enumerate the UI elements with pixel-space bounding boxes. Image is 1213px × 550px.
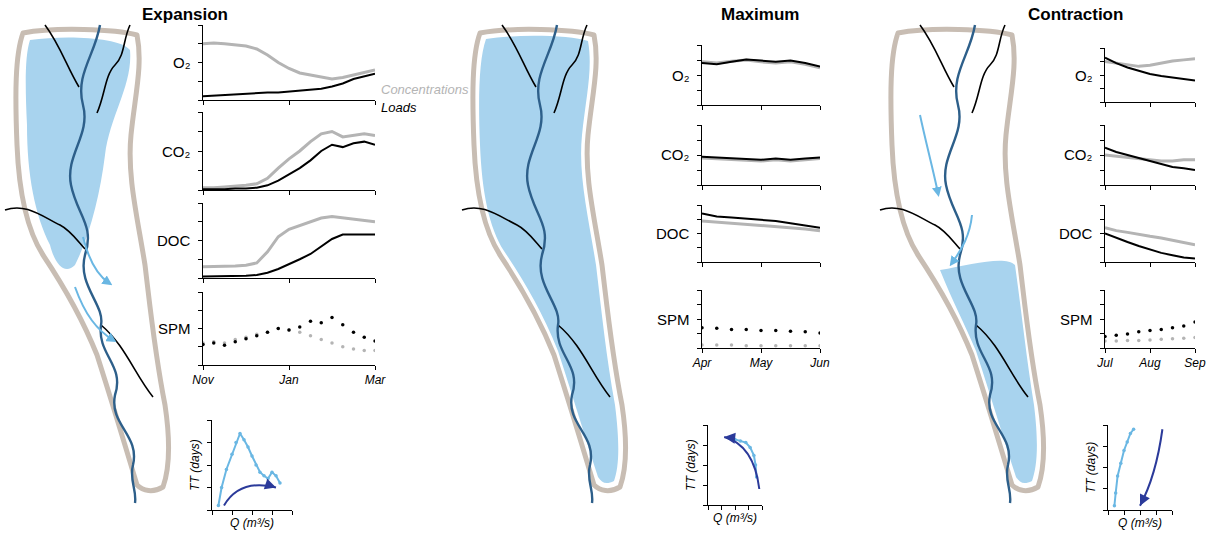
svg-text:Q (m³/s): Q (m³/s) [230,516,274,530]
svg-text:DOC: DOC [157,232,191,249]
svg-text:SPM: SPM [158,320,191,337]
svg-text:CO₂: CO₂ [162,143,191,160]
svg-text:SPM: SPM [1060,311,1093,328]
svg-text:TT (days): TT (days) [684,439,698,490]
svg-text:Jul: Jul [1096,356,1113,370]
svg-text:May: May [750,356,774,370]
svg-text:Q (m³/s): Q (m³/s) [713,511,757,525]
svg-text:Q (m³/s): Q (m³/s) [1118,516,1162,530]
svg-text:Apr: Apr [692,356,713,370]
svg-text:TT (days): TT (days) [188,439,202,490]
svg-text:O₂: O₂ [1075,67,1093,84]
svg-text:TT (days): TT (days) [1084,442,1098,493]
svg-text:DOC: DOC [656,225,690,242]
svg-text:Sep: Sep [1184,356,1206,370]
svg-text:CO₂: CO₂ [1064,146,1093,163]
svg-text:Loads: Loads [381,100,417,115]
svg-text:O₂: O₂ [672,67,690,84]
svg-text:Mar: Mar [365,373,387,387]
svg-text:O₂: O₂ [173,54,191,71]
svg-text:Aug: Aug [1138,356,1161,370]
svg-text:DOC: DOC [1059,225,1093,242]
svg-text:Maximum: Maximum [721,5,799,24]
svg-text:Jun: Jun [809,356,830,370]
svg-text:SPM: SPM [657,311,690,328]
svg-text:Nov: Nov [192,373,214,387]
svg-text:Contraction: Contraction [1028,5,1123,24]
svg-text:CO₂: CO₂ [661,146,690,163]
svg-text:Expansion: Expansion [142,5,228,24]
svg-text:Concentrations: Concentrations [381,82,469,97]
svg-text:Jan: Jan [278,373,299,387]
